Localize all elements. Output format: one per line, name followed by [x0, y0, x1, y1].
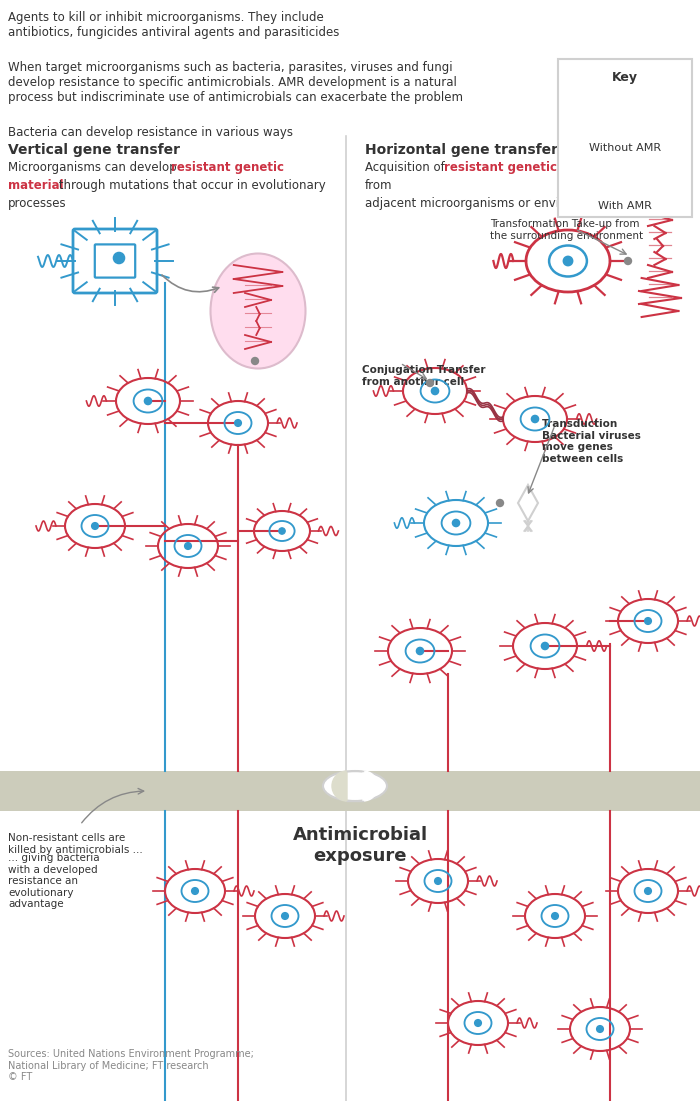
- Text: Key: Key: [612, 70, 638, 84]
- Text: Without AMR: Without AMR: [589, 143, 661, 153]
- Circle shape: [624, 258, 631, 264]
- Circle shape: [622, 116, 628, 122]
- Text: Non-resistant cells are
killed by antimicrobials ...: Non-resistant cells are killed by antimi…: [8, 833, 143, 854]
- Text: Conjugation Transfer
from another cell: Conjugation Transfer from another cell: [362, 366, 486, 386]
- Circle shape: [541, 642, 549, 650]
- Text: resistant genetic: resistant genetic: [171, 161, 284, 174]
- Circle shape: [192, 887, 198, 894]
- Circle shape: [645, 618, 652, 624]
- Circle shape: [552, 913, 559, 919]
- Text: Sources: United Nations Environment Programme;
National Library of Medicine; FT : Sources: United Nations Environment Prog…: [8, 1049, 254, 1082]
- Circle shape: [564, 257, 573, 265]
- Polygon shape: [518, 486, 538, 521]
- Bar: [0, 771, 700, 811]
- Text: Transduction
Bacterial viruses
move genes
between cells: Transduction Bacterial viruses move gene…: [542, 419, 641, 464]
- Circle shape: [531, 415, 538, 423]
- Circle shape: [431, 388, 439, 394]
- Circle shape: [279, 527, 285, 534]
- Ellipse shape: [211, 253, 305, 369]
- Text: through mutations that occur in evolutionary: through mutations that occur in evolutio…: [55, 179, 326, 192]
- Circle shape: [281, 913, 288, 919]
- Circle shape: [452, 520, 460, 526]
- Text: resistant genetic material: resistant genetic material: [444, 161, 617, 174]
- Text: Antimicrobial
exposure: Antimicrobial exposure: [293, 826, 428, 864]
- Text: Agents to kill or inhibit microorganisms. They include
antibiotics, fungicides a: Agents to kill or inhibit microorganisms…: [8, 11, 340, 39]
- Ellipse shape: [323, 771, 387, 802]
- Text: When target microorganisms such as bacteria, parasites, viruses and fungi
develo: When target microorganisms such as bacte…: [8, 61, 463, 103]
- Circle shape: [416, 647, 424, 655]
- Circle shape: [185, 543, 191, 549]
- Circle shape: [596, 1026, 603, 1033]
- Text: processes: processes: [8, 197, 66, 210]
- Circle shape: [622, 174, 628, 181]
- Circle shape: [435, 877, 442, 884]
- Circle shape: [645, 887, 652, 894]
- Circle shape: [92, 523, 99, 530]
- Circle shape: [234, 419, 241, 426]
- Text: Vertical gene transfer: Vertical gene transfer: [8, 143, 180, 157]
- Text: Horizontal gene transfer: Horizontal gene transfer: [365, 143, 558, 157]
- Text: With AMR: With AMR: [598, 201, 652, 211]
- Circle shape: [251, 358, 258, 364]
- Text: from: from: [365, 179, 393, 192]
- Text: material: material: [8, 179, 64, 192]
- Circle shape: [144, 397, 152, 404]
- Circle shape: [475, 1020, 482, 1026]
- Text: ... giving bacteria
with a developed
resistance an
evolutionary
advantage: ... giving bacteria with a developed res…: [8, 853, 99, 909]
- Text: Microorganisms can develop: Microorganisms can develop: [8, 161, 181, 174]
- Wedge shape: [363, 771, 378, 802]
- Text: Bacteria can develop resistance in various ways: Bacteria can develop resistance in vario…: [8, 126, 293, 139]
- Wedge shape: [332, 771, 347, 802]
- Text: adjacent microorganisms or environment: adjacent microorganisms or environment: [365, 197, 610, 210]
- Text: Transformation Take-up from
the surrounding environment: Transformation Take-up from the surround…: [490, 219, 643, 241]
- Text: Acquisition of: Acquisition of: [365, 161, 449, 174]
- Circle shape: [496, 500, 503, 506]
- Circle shape: [113, 252, 125, 263]
- Circle shape: [426, 380, 433, 386]
- Bar: [558, 59, 692, 217]
